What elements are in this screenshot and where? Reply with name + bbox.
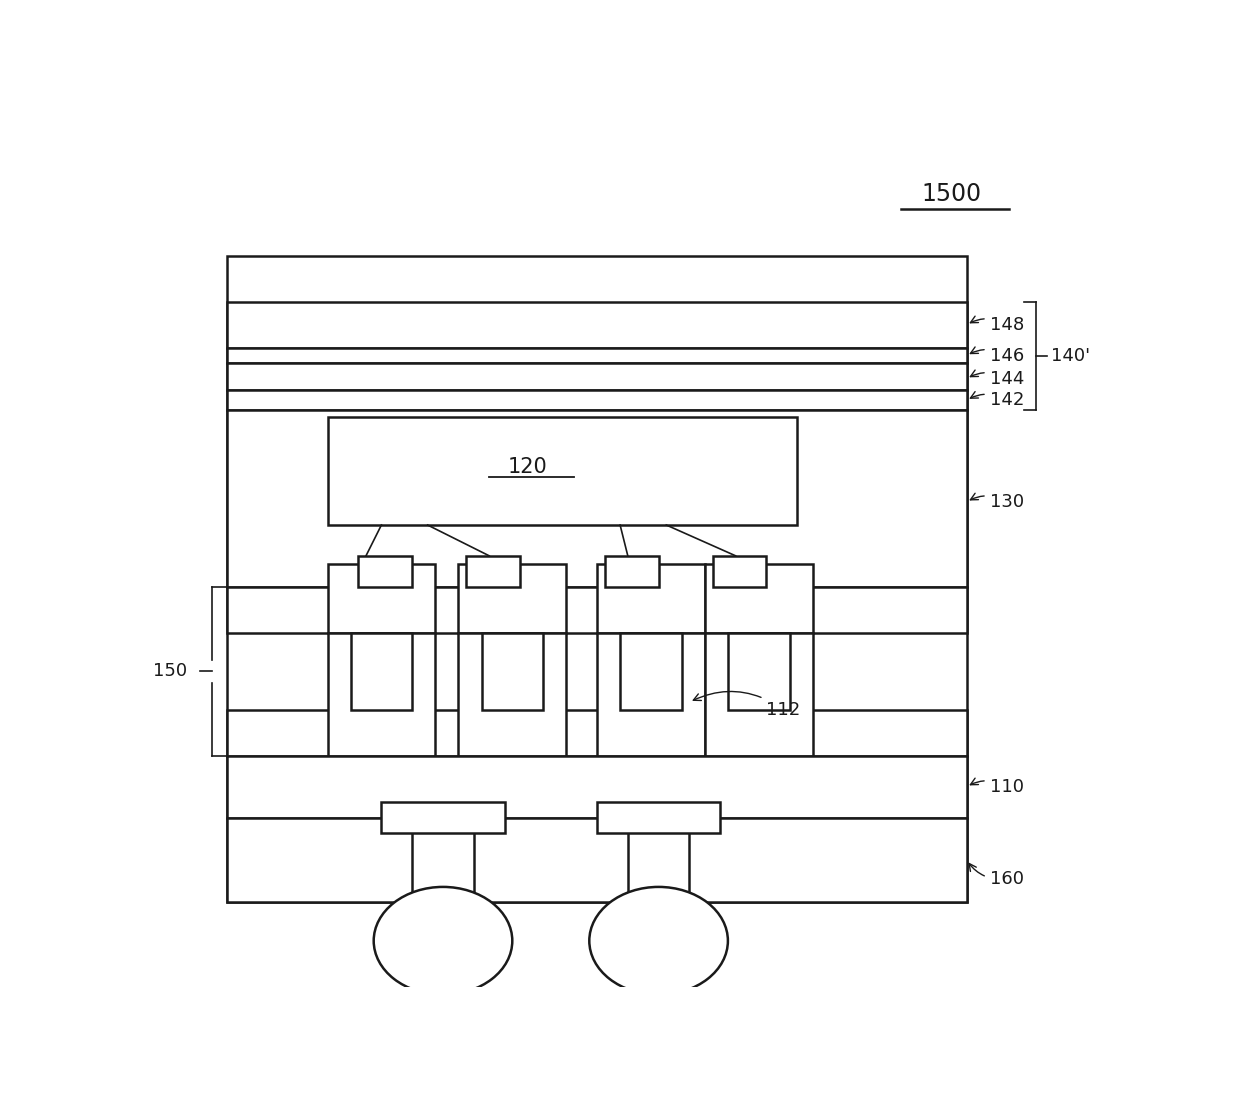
Bar bbox=[351, 633, 412, 710]
Text: 130: 130 bbox=[971, 492, 1024, 511]
Bar bbox=[596, 563, 704, 633]
Bar bbox=[358, 556, 412, 587]
Bar bbox=[327, 633, 435, 756]
Bar bbox=[713, 556, 766, 587]
Ellipse shape bbox=[589, 887, 728, 995]
Bar bbox=[459, 633, 567, 756]
Bar bbox=[327, 563, 435, 633]
Bar bbox=[620, 633, 682, 710]
Text: 144: 144 bbox=[971, 369, 1024, 388]
Text: 120: 120 bbox=[508, 457, 548, 477]
Bar bbox=[227, 409, 967, 587]
Bar bbox=[227, 390, 967, 409]
Text: 112: 112 bbox=[693, 691, 801, 719]
Bar bbox=[596, 802, 720, 833]
Bar bbox=[605, 556, 658, 587]
Bar bbox=[704, 563, 812, 633]
Bar bbox=[596, 633, 704, 756]
Text: 148: 148 bbox=[971, 316, 1024, 334]
Bar bbox=[627, 817, 689, 903]
Bar bbox=[227, 756, 967, 817]
Text: 146: 146 bbox=[971, 347, 1024, 365]
Bar bbox=[227, 364, 967, 390]
Text: 110: 110 bbox=[971, 777, 1024, 796]
Text: 160: 160 bbox=[970, 864, 1024, 888]
Text: 142: 142 bbox=[971, 391, 1024, 409]
Text: 1500: 1500 bbox=[921, 182, 981, 206]
Bar bbox=[481, 633, 543, 710]
Bar bbox=[227, 302, 967, 348]
Bar bbox=[459, 563, 567, 633]
Ellipse shape bbox=[373, 887, 512, 995]
Bar bbox=[227, 255, 967, 903]
Text: 150: 150 bbox=[153, 662, 187, 680]
Text: 140': 140' bbox=[1052, 347, 1090, 365]
Bar bbox=[327, 417, 797, 525]
Bar bbox=[704, 633, 812, 756]
Bar bbox=[227, 587, 967, 633]
Bar bbox=[728, 633, 790, 710]
Bar bbox=[466, 556, 520, 587]
Bar bbox=[227, 817, 967, 903]
Bar bbox=[412, 817, 474, 903]
Bar bbox=[227, 710, 967, 756]
Bar bbox=[382, 802, 505, 833]
Bar bbox=[227, 348, 967, 364]
